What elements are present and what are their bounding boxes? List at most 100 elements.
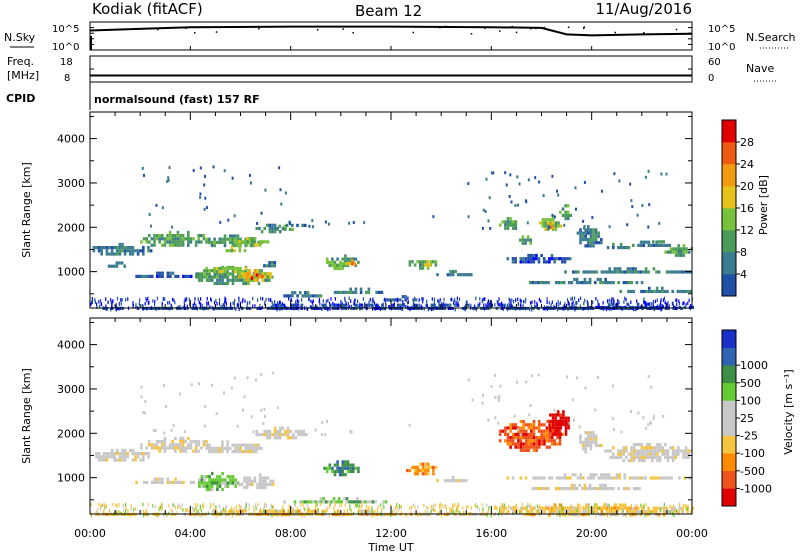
power-cell [631,270,635,274]
velocity-cell [506,439,510,443]
power-cell [350,304,353,309]
velocity-cell [678,511,680,515]
velocity-cell [255,433,259,437]
velocity-cell [644,509,648,513]
velocity-cell [494,416,497,420]
velocity-cell [503,505,505,510]
power-cell [579,234,582,238]
velocity-cell [179,480,183,484]
power-cell [661,289,664,294]
power-cell [334,297,336,301]
power-cell [549,226,552,230]
velocity-cell [239,443,242,447]
velocity-cell [207,511,209,515]
power-cell [350,299,352,303]
velocity-cell [341,473,345,477]
velocity-cell [131,458,135,462]
power-cell [231,266,234,271]
velocity-cell [203,424,206,428]
power-cell [543,307,545,311]
velocity-cell [632,449,636,453]
power-cell [687,289,690,294]
velocity-cell [537,429,541,433]
power-cell [187,230,190,234]
velocity-cell [648,452,651,456]
velocity-cell [233,511,235,515]
power-cell [252,296,254,301]
velocity-cell [116,504,118,508]
velocity-cell [648,443,651,447]
power-cell [506,257,510,261]
power-cell [561,207,565,211]
power-cell [436,273,439,277]
velocity-cell [344,503,346,507]
velocity-cell [564,513,566,517]
power-cell [265,264,269,268]
velocity-cell [257,446,261,450]
power-cell [273,264,277,268]
power-cell [407,296,409,300]
velocity-cell [383,505,385,509]
velocity-cell [509,429,512,433]
power-cell [256,222,259,225]
power-cell [379,307,382,312]
power-cell [103,246,106,250]
power-cell [265,278,269,282]
velocity-cell [324,509,327,513]
velocity-cell [545,439,549,443]
velocity-cell [527,448,531,452]
power-cell [166,179,169,183]
velocity-cell [532,429,536,433]
velocity-cell [524,436,528,440]
velocity-cell [372,513,374,518]
power-cell [213,275,217,279]
power-cell [426,260,429,264]
power-cell [595,270,598,274]
velocity-cell [550,436,554,440]
velocity-cell [261,482,264,486]
power-cell [143,173,145,177]
velocity-cell [559,510,561,515]
power-cell [174,274,177,278]
velocity-cell [607,487,610,491]
velocity-cell [635,443,638,447]
power-cell [689,306,691,311]
velocity-cell [537,445,541,449]
power-cell [426,304,428,309]
power-cell [148,300,150,305]
power-cell [487,301,489,306]
velocity-cell [506,436,510,440]
velocity-cell [607,476,611,480]
velocity-cell [481,503,483,507]
velocity-cell [194,513,196,518]
velocity-cell [607,473,611,477]
power-cell [676,302,678,307]
velocity-cell [253,479,257,483]
velocity-cell [554,419,557,423]
velocity-cell [647,506,650,510]
velocity-cell [240,509,244,513]
velocity-cell [421,462,425,466]
power-cell [551,213,554,217]
nsky-point [193,32,196,34]
power-cell [625,298,627,302]
power-cell [575,300,577,305]
power-cell [412,301,415,305]
velocity-cell [580,505,582,510]
power-cell [223,237,227,241]
velocity-cell [188,508,190,512]
power-cell [648,203,651,207]
power-cell [311,219,314,222]
power-cell [260,230,264,234]
power-cell [163,240,167,244]
power-cell [198,300,200,304]
power-cell [206,301,208,305]
velocity-cell [163,384,166,388]
velocity-cell [497,421,500,425]
power-cell [359,290,363,294]
power-cell [91,297,93,301]
velocity-cell [133,507,135,512]
velocity-cell [537,476,541,480]
velocity-cell [671,449,675,453]
power-cell [418,303,420,307]
